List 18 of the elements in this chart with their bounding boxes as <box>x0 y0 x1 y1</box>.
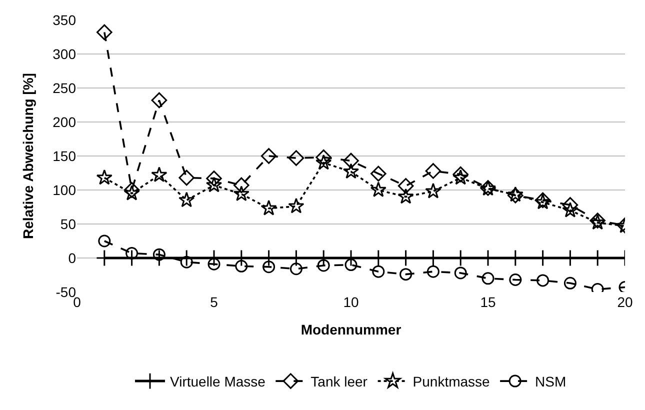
y-tick-label: 300 <box>52 46 76 62</box>
legend-label: Virtuelle Masse <box>170 374 266 390</box>
y-tick-label: 250 <box>52 80 76 96</box>
y-tick-label: 200 <box>52 114 76 130</box>
y-tick-label: 50 <box>60 216 76 232</box>
y-tick-label: 350 <box>52 12 76 28</box>
x-axis-title: Modennummer <box>300 321 402 338</box>
x-tick-label: 10 <box>343 294 359 310</box>
y-tick-label: 100 <box>52 182 76 198</box>
y-tick-label: 150 <box>52 148 76 164</box>
y-axis-title: Relative Abweichung [%] <box>20 73 36 239</box>
legend-label: Punktmasse <box>412 374 490 390</box>
legend-label: NSM <box>535 374 566 390</box>
x-tick-label: 5 <box>210 294 218 310</box>
x-tick-label: 15 <box>480 294 496 310</box>
y-tick-label: 0 <box>68 250 76 266</box>
x-tick-label: 20 <box>617 294 633 310</box>
legend-label: Tank leer <box>310 374 368 390</box>
